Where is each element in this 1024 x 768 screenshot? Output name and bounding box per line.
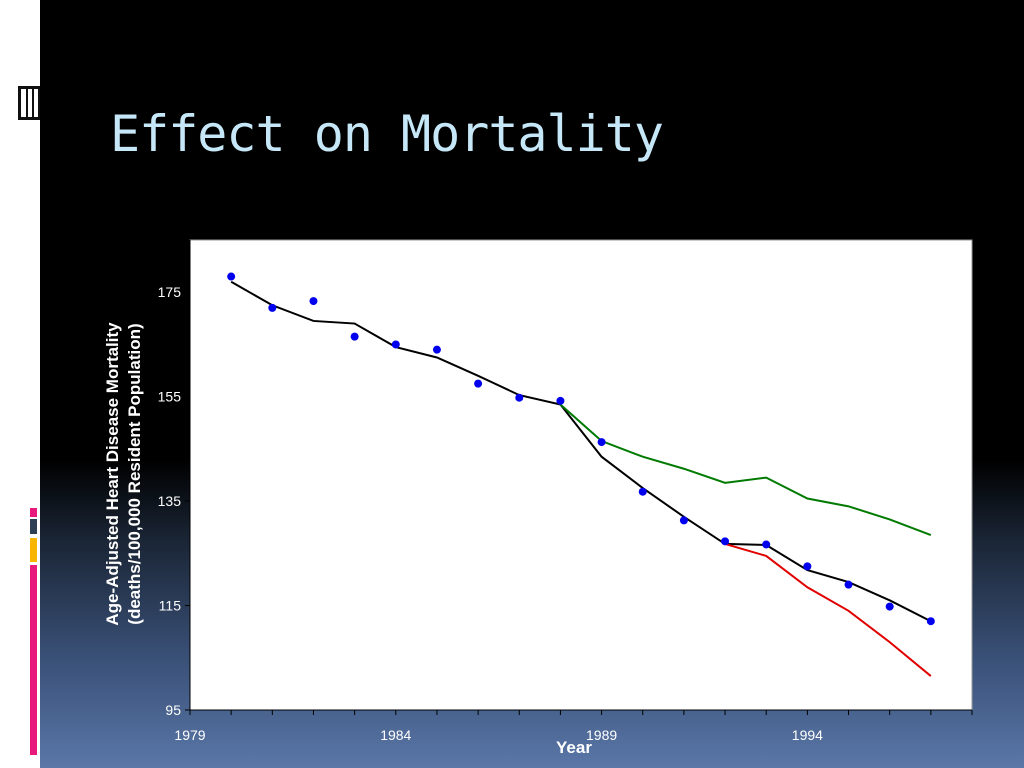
data-point xyxy=(515,393,524,402)
y-tick-label: 135 xyxy=(158,493,182,509)
accent-bar-pink xyxy=(30,565,37,755)
panel-grid-icon xyxy=(18,86,40,120)
slide-title: Effect on Mortality xyxy=(110,105,664,163)
accent-bar-yellow xyxy=(30,538,37,562)
x-axis-label: Year xyxy=(556,738,592,757)
data-point xyxy=(350,332,359,341)
accent-bar-pink-top xyxy=(30,508,37,517)
y-tick-label: 155 xyxy=(158,389,182,405)
data-point xyxy=(432,345,441,354)
data-point xyxy=(762,540,771,549)
y-tick-label: 115 xyxy=(159,598,182,614)
data-point xyxy=(721,537,730,546)
x-tick-label: 1979 xyxy=(174,727,205,743)
data-point xyxy=(268,303,277,312)
x-tick-label: 1984 xyxy=(380,727,411,743)
y-tick-label: 175 xyxy=(158,284,182,300)
data-point xyxy=(556,396,565,405)
series-line-red xyxy=(724,542,932,677)
data-point xyxy=(844,580,853,589)
x-tick-label: 1989 xyxy=(586,727,617,743)
data-point xyxy=(638,487,647,496)
plot-area xyxy=(189,239,973,711)
series-line-black xyxy=(230,280,932,623)
data-point xyxy=(926,617,935,626)
y-axis-label-line2: (deaths/100,000 Resident Population) xyxy=(125,323,144,625)
data-point xyxy=(309,297,318,306)
accent-bar-slate xyxy=(30,519,37,534)
data-point xyxy=(803,562,812,571)
data-point xyxy=(474,379,483,388)
series-line-green xyxy=(559,403,932,536)
data-point xyxy=(227,272,236,281)
y-axis-label: Age-Adjusted Heart Disease Mortality (de… xyxy=(102,274,146,674)
data-point xyxy=(597,438,606,447)
data-point xyxy=(679,516,688,525)
y-axis-label-line1: Age-Adjusted Heart Disease Mortality xyxy=(103,322,122,626)
data-point xyxy=(885,602,894,611)
data-point xyxy=(391,340,400,349)
y-tick-label: 95 xyxy=(165,702,181,718)
x-tick-label: 1994 xyxy=(792,727,823,743)
